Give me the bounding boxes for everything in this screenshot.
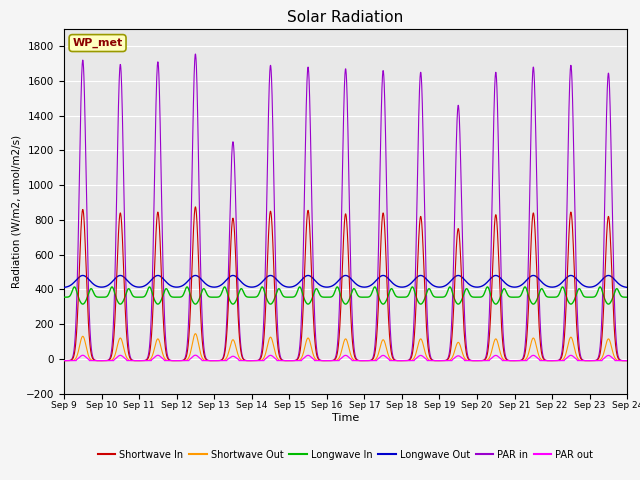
Title: Solar Radiation: Solar Radiation [287,10,404,25]
X-axis label: Time: Time [332,413,359,423]
Y-axis label: Radiation (W/m2, umol/m2/s): Radiation (W/m2, umol/m2/s) [12,134,22,288]
Text: WP_met: WP_met [72,38,123,48]
Legend: Shortwave In, Shortwave Out, Longwave In, Longwave Out, PAR in, PAR out: Shortwave In, Shortwave Out, Longwave In… [94,446,597,464]
